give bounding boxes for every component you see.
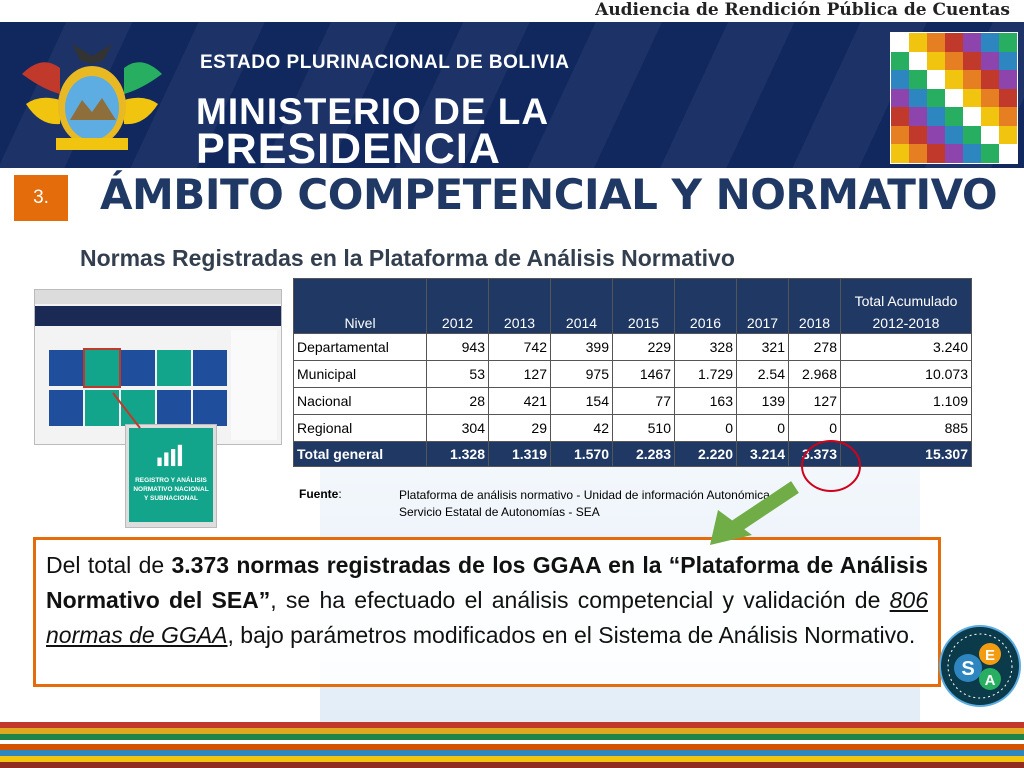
table-cell: 127 [488, 360, 551, 388]
table-cell: 163 [674, 387, 737, 415]
header-state-name: ESTADO PLURINACIONAL DE BOLIVIA [200, 52, 570, 73]
table-cell: 2.968 [788, 360, 841, 388]
sea-logo: S E A [938, 624, 1022, 708]
col-nivel: Nivel [293, 278, 427, 334]
table-cell: 321 [736, 333, 789, 361]
source-line-2: Servicio Estatal de Autonomías - SEA [399, 505, 600, 519]
table-cell: 1.328 [426, 441, 489, 467]
col-total-line1: Total Acumulado [854, 293, 958, 309]
table-cell: 3.373 [788, 441, 841, 467]
top-banner: Audiencia de Rendición Pública de Cuenta… [0, 0, 1024, 22]
col-2017: 2017 [736, 278, 789, 334]
table-cell: 510 [612, 414, 675, 442]
table-header-row: Nivel 2012 2013 2014 2015 2016 2017 2018… [293, 278, 972, 334]
col-2015: 2015 [612, 278, 675, 334]
sea-logo-icon: S E A [939, 625, 1021, 707]
platform-screenshot [34, 289, 282, 445]
table-cell: 328 [674, 333, 737, 361]
summary-textbox: Del total de 3.373 normas registradas de… [33, 537, 941, 687]
banner-title: Audiencia de Rendición Pública de Cuenta… [595, 0, 1010, 20]
table-cell: 742 [488, 333, 551, 361]
table-cell: 1.109 [840, 387, 972, 415]
table-cell: 2.283 [612, 441, 675, 467]
table-cell: 0 [788, 414, 841, 442]
table-cell: 2.54 [736, 360, 789, 388]
source-text: Plataforma de análisis normativo - Unida… [399, 487, 770, 521]
platform-card-label: REGISTRO Y ANÁLISIS NORMATIVO NACIONAL Y… [133, 477, 209, 502]
table-row: Nacional 28 421 154 77 163 139 127 1.109 [293, 387, 972, 415]
ministry-header: ESTADO PLURINACIONAL DE BOLIVIA MINISTER… [0, 22, 1024, 168]
table-cell: 229 [612, 333, 675, 361]
row-label: Regional [293, 414, 427, 442]
table-cell: 28 [426, 387, 489, 415]
platform-card-zoom: REGISTRO Y ANÁLISIS NORMATIVO NACIONAL Y… [125, 424, 217, 528]
source-label: Fuente: [299, 487, 342, 501]
table-cell: 0 [736, 414, 789, 442]
table-cell: 975 [550, 360, 613, 388]
table-cell: 399 [550, 333, 613, 361]
header-ministry-line: MINISTERIO DE LA [196, 91, 550, 132]
section-number: 3. [14, 175, 68, 221]
table-row: Regional 304 29 42 510 0 0 0 885 [293, 414, 972, 442]
col-total: Total Acumulado 2012-2018 [840, 278, 972, 334]
svg-text:E: E [985, 647, 995, 664]
table-cell: 10.073 [840, 360, 972, 388]
source-line-1: Plataforma de análisis normativo - Unida… [399, 488, 770, 502]
summary-bold: 3.373 normas registradas de los GGAA en … [46, 552, 928, 613]
table-cell: 1.319 [488, 441, 551, 467]
svg-text:S: S [961, 658, 974, 680]
table-cell: 3.214 [736, 441, 789, 467]
table-cell: 139 [736, 387, 789, 415]
row-label: Departamental [293, 333, 427, 361]
row-label: Municipal [293, 360, 427, 388]
svg-text:A: A [985, 672, 996, 689]
row-label: Nacional [293, 387, 427, 415]
table-total-row: Total general 1.328 1.319 1.570 2.283 2.220 3.… [293, 441, 972, 467]
col-total-line2: 2012-2018 [872, 315, 940, 331]
table-cell: 304 [426, 414, 489, 442]
table-cell: 15.307 [840, 441, 972, 467]
table-cell: 3.240 [840, 333, 972, 361]
col-2018: 2018 [788, 278, 841, 334]
table-cell: 154 [550, 387, 613, 415]
table-row: Municipal 53 127 975 1467 1.729 2.54 2.968 10.07… [293, 360, 972, 388]
table-cell: 885 [840, 414, 972, 442]
table-cell: 943 [426, 333, 489, 361]
coat-of-arms-icon [22, 44, 162, 150]
table-cell: 1.570 [550, 441, 613, 467]
col-2016: 2016 [674, 278, 737, 334]
table-cell: 127 [788, 387, 841, 415]
col-2013: 2013 [488, 278, 551, 334]
wiphala-flag-icon [890, 32, 1018, 164]
table-row: Departamental 943 742 399 229 328 321 278 3.240 [293, 333, 972, 361]
table-cell: 1467 [612, 360, 675, 388]
summary-underlined: 806 normas de GGAA [46, 587, 928, 648]
table-cell: 77 [612, 387, 675, 415]
table-cell: 278 [788, 333, 841, 361]
page-title: ÁMBITO COMPETENCIAL Y NORMATIVO [100, 170, 998, 219]
col-2012: 2012 [426, 278, 489, 334]
header-presidency-line: PRESIDENCIA [196, 125, 501, 168]
table-cell: 2.220 [674, 441, 737, 467]
table-cell: 421 [488, 387, 551, 415]
table-subtitle: Normas Registradas en la Plataforma de A… [80, 245, 735, 271]
row-label: Total general [293, 441, 427, 467]
footer-stripes [0, 722, 1024, 768]
chart-up-icon [157, 444, 183, 467]
table-cell: 1.729 [674, 360, 737, 388]
col-2014: 2014 [550, 278, 613, 334]
table-cell: 53 [426, 360, 489, 388]
table-cell: 42 [550, 414, 613, 442]
table-cell: 29 [488, 414, 551, 442]
summary-paragraph: Del total de 3.373 normas registradas de… [46, 552, 928, 648]
norms-table: Nivel 2012 2013 2014 2015 2016 2017 2018… [293, 278, 972, 467]
table-cell: 0 [674, 414, 737, 442]
